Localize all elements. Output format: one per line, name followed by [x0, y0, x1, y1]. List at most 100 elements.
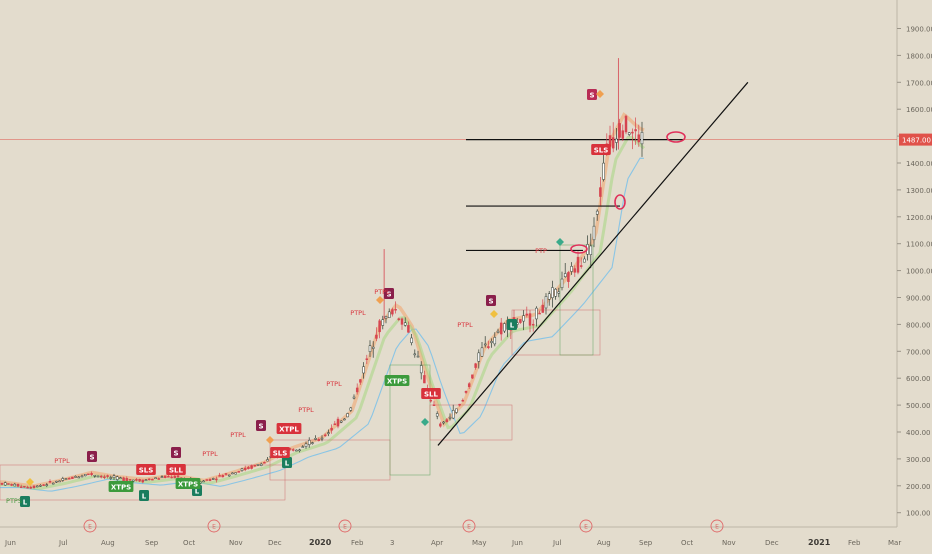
candle-body — [419, 365, 423, 374]
candle-body — [7, 483, 10, 485]
candle-body — [323, 434, 327, 437]
signal-badge[interactable] — [20, 496, 30, 507]
signal-badge-label: SLL — [424, 391, 439, 399]
candle-body — [563, 273, 567, 278]
candle-body — [336, 418, 340, 427]
candle-body — [58, 480, 61, 483]
candle-body — [23, 485, 26, 488]
y-tick-label: 600.00 — [906, 375, 931, 383]
signal-badge[interactable] — [591, 144, 611, 155]
support-band — [0, 157, 645, 492]
signal-badge[interactable] — [507, 319, 517, 330]
earnings-marker[interactable] — [83, 519, 97, 533]
signal-badge[interactable] — [87, 451, 97, 462]
candle-body — [51, 482, 55, 485]
signal-badge-label: L — [195, 488, 200, 496]
intersection-circle[interactable] — [570, 244, 588, 254]
candle-body — [237, 471, 241, 473]
signal-badge[interactable] — [139, 490, 149, 501]
intersection-circle[interactable] — [614, 194, 626, 210]
signal-badge-label: SLS — [273, 450, 288, 458]
signal-badge[interactable] — [282, 457, 292, 468]
horizontal-levels — [0, 138, 897, 252]
signal-text: PTPL — [202, 450, 218, 458]
candle-body — [64, 478, 68, 480]
candle-body — [394, 308, 397, 311]
candle-body — [448, 416, 452, 419]
signal-badge[interactable] — [171, 447, 181, 458]
signal-badge[interactable] — [486, 295, 496, 306]
candle-body — [528, 313, 532, 326]
candle-body — [224, 473, 228, 475]
price-axis[interactable]: 100.00 200.00 300.00 400.00 500.00 600.00 700.… — [897, 26, 932, 518]
signal-badge[interactable] — [108, 481, 134, 492]
signal-badge[interactable] — [175, 478, 201, 489]
candle-body — [154, 477, 157, 479]
earnings-marker[interactable] — [338, 519, 352, 533]
candle-body — [125, 478, 129, 482]
earnings-marker[interactable] — [710, 519, 724, 533]
candle-body — [16, 483, 20, 487]
candle-body — [45, 484, 49, 486]
signal-badge-label: XTPS — [178, 481, 198, 489]
candle-body — [39, 485, 42, 487]
candle-body — [35, 485, 39, 488]
candle-body — [343, 418, 346, 421]
candle-body — [160, 476, 164, 478]
candle-body — [234, 472, 237, 475]
y-tick-label: 1800.00 — [906, 52, 932, 60]
earnings-marker[interactable] — [579, 519, 593, 533]
signal-badge[interactable] — [384, 288, 394, 299]
candle-body — [13, 483, 17, 487]
candle-body — [627, 132, 631, 135]
earnings-marker[interactable] — [207, 519, 221, 533]
candle-body — [375, 334, 378, 339]
current-price-label: 1487.00 — [902, 137, 931, 145]
signal-badge[interactable] — [166, 464, 186, 475]
earnings-label: E — [467, 524, 471, 531]
signal-badge[interactable] — [384, 375, 410, 386]
y-tick-label: 700.00 — [906, 348, 931, 356]
candle-body — [611, 137, 615, 149]
candle-body — [551, 287, 554, 298]
signal-badge-label: L — [510, 322, 515, 330]
time-axis[interactable]: Jun Jul Aug Sep Oct Nov Dec 2020 Feb 3 Apr May Jun Ju… — [4, 519, 901, 547]
candle-body — [435, 413, 439, 417]
candle-body — [458, 403, 461, 406]
signal-badge[interactable] — [256, 420, 266, 431]
candle-body — [544, 296, 548, 309]
earnings-label: E — [88, 524, 92, 531]
signal-badge[interactable] — [270, 447, 290, 458]
candle-body — [122, 477, 125, 482]
candle-body — [416, 355, 420, 358]
x-tick-label: Nov — [229, 539, 243, 547]
candle-body — [410, 337, 413, 343]
candle-body — [240, 468, 244, 471]
earnings-marker[interactable] — [462, 519, 476, 533]
earnings-label: E — [715, 524, 719, 531]
signal-badge[interactable] — [136, 464, 156, 475]
candle-body — [621, 130, 625, 139]
signal-badge[interactable] — [587, 89, 597, 100]
current-price-badge — [899, 133, 932, 146]
x-tick-label: Oct — [183, 539, 195, 547]
diamond-marker — [421, 418, 429, 426]
signal-badge-label: SLS — [139, 467, 154, 475]
candle-body — [112, 475, 116, 478]
earnings-label: E — [343, 524, 347, 531]
candle-body — [490, 341, 493, 343]
candle-body — [378, 320, 381, 333]
signal-badge[interactable] — [276, 423, 302, 434]
signal-badge[interactable] — [421, 388, 441, 399]
candle-body — [307, 440, 311, 445]
candle-body — [599, 187, 602, 197]
signal-badge-label: S — [89, 454, 94, 462]
candle-body — [423, 375, 426, 384]
intersection-circle[interactable] — [666, 131, 686, 143]
x-tick-label: Dec — [268, 539, 282, 547]
candle-body — [48, 481, 52, 483]
candle-body — [151, 478, 154, 481]
